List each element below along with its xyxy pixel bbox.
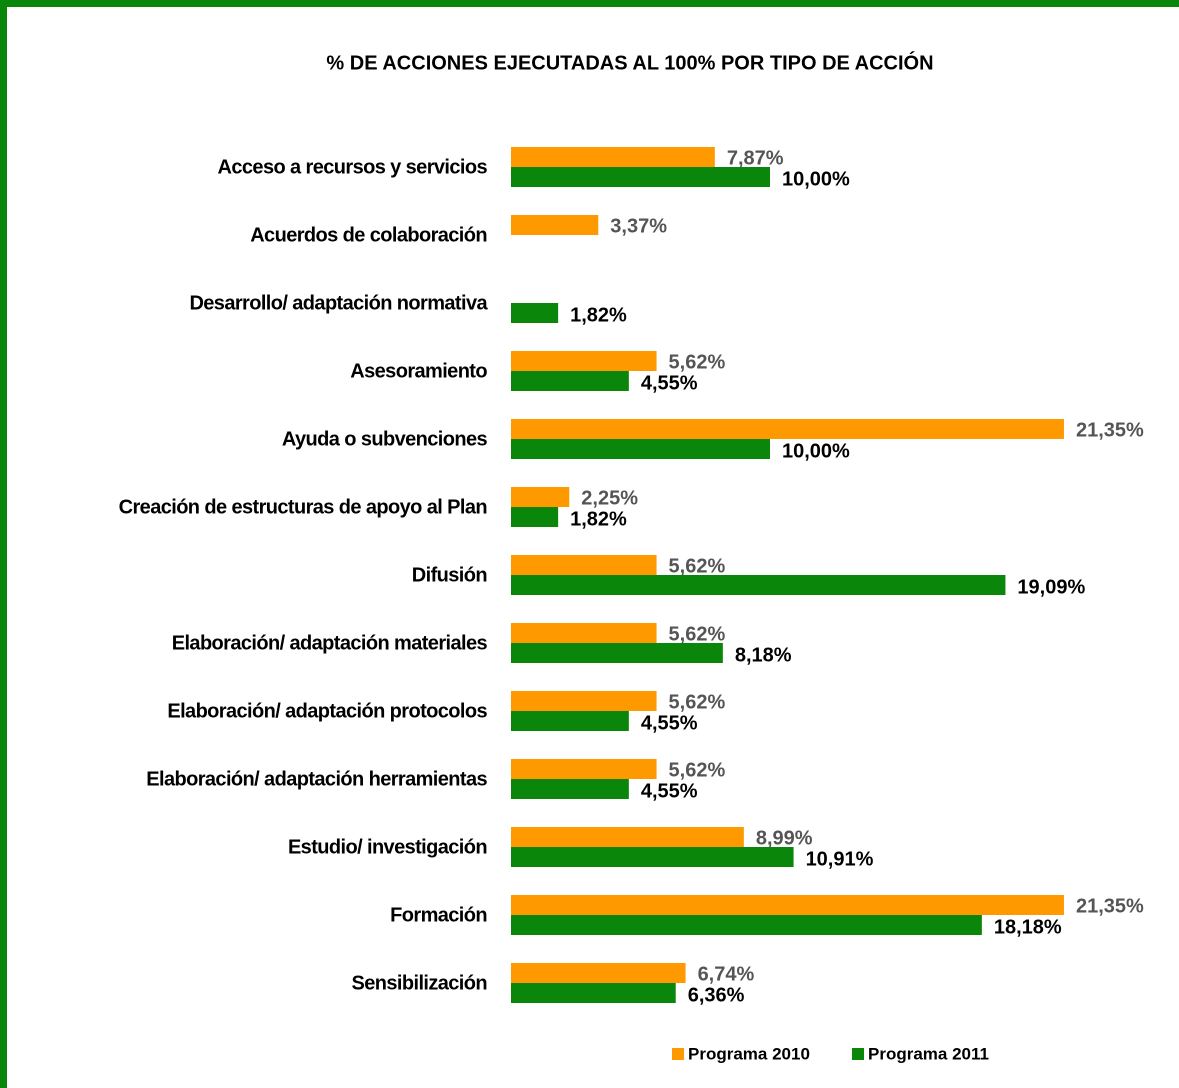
bar [511, 827, 744, 847]
category-label: Elaboración/ adaptación herramientas [146, 768, 487, 790]
category-label: Estudio/ investigación [288, 836, 487, 858]
bar [511, 623, 657, 643]
bar [511, 915, 982, 935]
value-label: 5,62% [669, 351, 726, 373]
category-label: Creación de estructuras de apoyo al Plan [119, 496, 487, 518]
bar [511, 643, 723, 663]
value-label: 1,82% [570, 508, 627, 530]
bar [511, 303, 559, 323]
value-label: 6,36% [688, 984, 745, 1006]
value-label: 5,62% [669, 623, 726, 645]
value-label: 5,62% [669, 555, 726, 577]
value-label: 21,35% [1076, 895, 1144, 917]
bar [511, 507, 559, 527]
value-label: 5,62% [669, 691, 726, 713]
value-label: 10,00% [782, 168, 850, 190]
bar [511, 487, 570, 507]
bar [511, 847, 794, 867]
legend-label: Programa 2010 [688, 1044, 810, 1063]
bar [511, 983, 676, 1003]
bar [511, 555, 657, 575]
value-label: 10,00% [782, 440, 850, 462]
legend-swatch [852, 1048, 864, 1060]
bar [511, 167, 770, 187]
category-label: Ayuda o subvenciones [282, 428, 488, 450]
bar [511, 419, 1064, 439]
value-label: 1,82% [570, 304, 627, 326]
value-label: 18,18% [994, 916, 1062, 938]
bar [511, 439, 770, 459]
category-label: Elaboración/ adaptación materiales [172, 632, 488, 654]
category-label: Elaboración/ adaptación protocolos [167, 700, 487, 722]
value-label: 4,55% [641, 372, 698, 394]
value-label: 7,87% [727, 147, 784, 169]
value-label: 8,99% [756, 827, 813, 849]
value-label: 21,35% [1076, 419, 1144, 441]
category-label: Asesoramiento [350, 360, 487, 382]
category-label: Sensibilización [352, 972, 487, 994]
value-label: 6,74% [698, 963, 755, 985]
bar [511, 895, 1064, 915]
value-label: 4,55% [641, 780, 698, 802]
bar [511, 711, 629, 731]
value-label: 8,18% [735, 644, 792, 666]
value-label: 19,09% [1017, 576, 1085, 598]
value-label: 3,37% [610, 215, 667, 237]
category-label: Difusión [412, 564, 487, 586]
legend-swatch [672, 1048, 684, 1060]
bar [511, 215, 599, 235]
bar [511, 779, 629, 799]
value-label: 10,91% [806, 848, 874, 870]
category-label: Desarrollo/ adaptación normativa [189, 292, 488, 314]
bar [511, 691, 657, 711]
value-label: 5,62% [669, 759, 726, 781]
legend-label: Programa 2011 [868, 1044, 989, 1063]
category-label: Acuerdos de colaboración [250, 224, 487, 246]
bar [511, 351, 657, 371]
chart-title: % DE ACCIONES EJECUTADAS AL 100% POR TIP… [326, 50, 933, 74]
category-label: Acceso a recursos y servicios [218, 156, 488, 178]
value-label: 4,55% [641, 712, 698, 734]
bar [511, 759, 657, 779]
category-label: Formación [390, 904, 487, 926]
bar [511, 963, 686, 983]
bar [511, 575, 1006, 595]
bar [511, 147, 715, 167]
value-label: 2,25% [581, 487, 638, 509]
bar [511, 371, 629, 391]
